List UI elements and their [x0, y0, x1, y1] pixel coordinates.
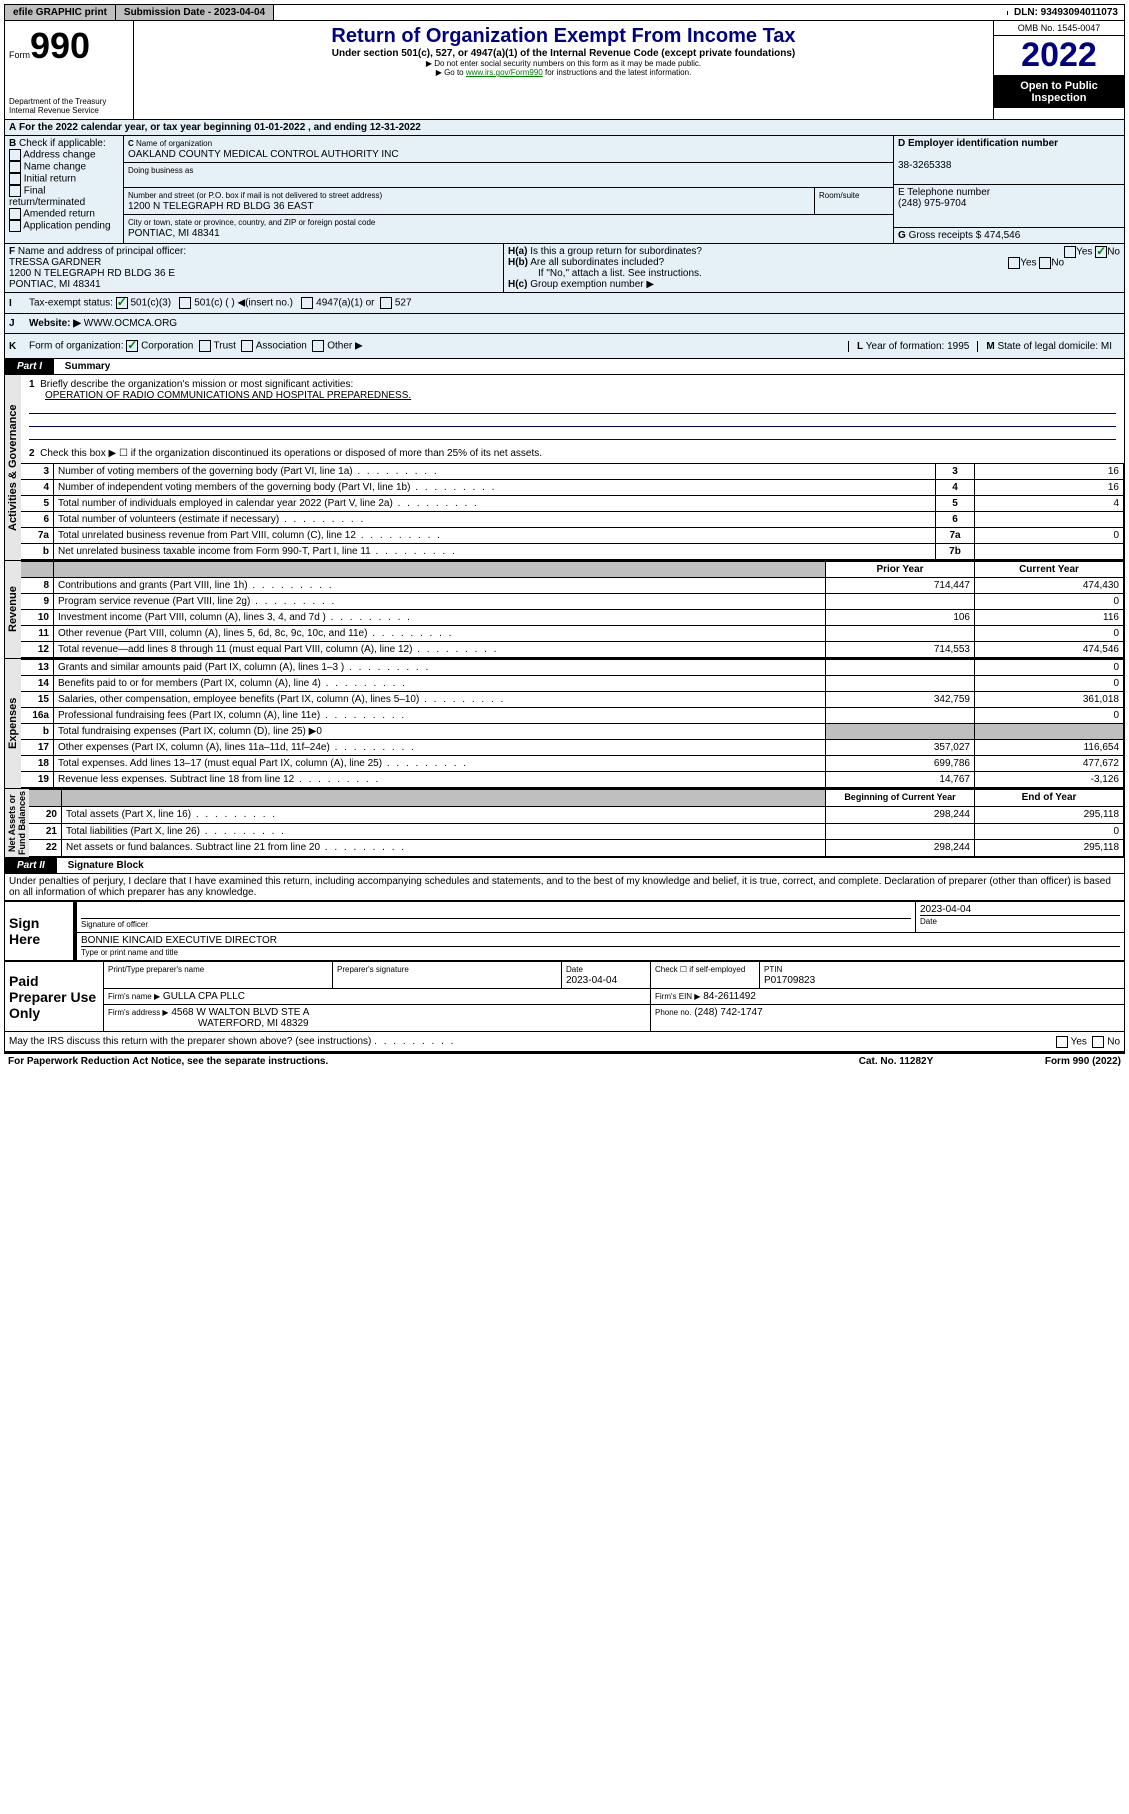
- cb-application[interactable]: [9, 220, 21, 232]
- irs-discuss-row: May the IRS discuss this return with the…: [4, 1032, 1125, 1052]
- omb-number: OMB No. 1545-0047: [994, 21, 1124, 36]
- efile-print-button[interactable]: efile GRAPHIC print: [5, 5, 116, 20]
- governance-table: 3 Number of voting members of the govern…: [21, 463, 1124, 560]
- form-note2: ▶ Go to www.irs.gov/Form990 for instruct…: [138, 68, 989, 77]
- cb-trust[interactable]: [199, 340, 211, 352]
- cb-other[interactable]: [312, 340, 324, 352]
- year-formation: 1995: [947, 341, 969, 352]
- firm-phone: (248) 742-1747: [694, 1007, 762, 1018]
- part2-title: Signature Block: [60, 860, 144, 871]
- submission-date: Submission Date - 2023-04-04: [116, 5, 274, 20]
- cb-hb-no[interactable]: [1039, 257, 1051, 269]
- telephone: (248) 975-9704: [898, 198, 966, 209]
- firm-name: GULLA CPA PLLC: [163, 991, 245, 1002]
- state-domicile: MI: [1101, 341, 1112, 352]
- firm-ein: 84-2611492: [703, 991, 756, 1002]
- sign-here-block: Sign Here Signature of officer 2023-04-0…: [4, 901, 1125, 961]
- cb-name-change[interactable]: [9, 161, 21, 173]
- form-word: Form: [9, 50, 30, 60]
- cb-initial-return[interactable]: [9, 173, 21, 185]
- part2-header: Part II: [5, 858, 57, 873]
- tab-revenue: Revenue: [5, 561, 21, 658]
- cb-amended[interactable]: [9, 208, 21, 220]
- ein: 38-3265338: [898, 160, 951, 171]
- open-inspection: Open to Public Inspection: [994, 76, 1124, 108]
- gross-receipts: 474,546: [984, 230, 1020, 241]
- street-address: 1200 N TELEGRAPH RD BLDG 36 EAST: [128, 201, 313, 212]
- tab-expenses: Expenses: [5, 659, 21, 788]
- cb-ha-no[interactable]: [1095, 246, 1107, 258]
- tax-year: 2022: [994, 36, 1124, 76]
- form-title: Return of Organization Exempt From Incom…: [138, 25, 989, 48]
- cb-hb-yes[interactable]: [1008, 257, 1020, 269]
- revenue-table: Prior Year Current Year8 Contributions a…: [21, 561, 1124, 658]
- part1-header: Part I: [5, 359, 54, 374]
- ptin: P01709823: [764, 975, 815, 986]
- cb-4947[interactable]: [301, 297, 313, 309]
- prep-date: 2023-04-04: [566, 975, 617, 986]
- cat-no: Cat. No. 11282Y: [821, 1056, 971, 1067]
- top-bar: efile GRAPHIC print Submission Date - 20…: [4, 4, 1125, 21]
- tab-net-assets: Net Assets orFund Balances: [5, 789, 29, 857]
- expenses-table: 13 Grants and similar amounts paid (Part…: [21, 659, 1124, 788]
- cb-501c[interactable]: [179, 297, 191, 309]
- form-note1: ▶ Do not enter social security numbers o…: [138, 59, 989, 68]
- cb-501c3[interactable]: [116, 297, 128, 309]
- cb-irs-no[interactable]: [1092, 1036, 1104, 1048]
- cb-final-return[interactable]: [9, 185, 21, 197]
- cb-irs-yes[interactable]: [1056, 1036, 1068, 1048]
- form-number: 990: [30, 25, 90, 66]
- org-name: OAKLAND COUNTY MEDICAL CONTROL AUTHORITY…: [128, 149, 399, 160]
- declaration-text: Under penalties of perjury, I declare th…: [4, 874, 1125, 901]
- part1-title: Summary: [57, 361, 111, 372]
- cb-ha-yes[interactable]: [1064, 246, 1076, 258]
- dln: DLN: 93493094011073: [1008, 5, 1124, 20]
- paid-preparer-block: Paid Preparer Use Only Print/Type prepar…: [4, 961, 1125, 1032]
- form-subtitle: Under section 501(c), 527, or 4947(a)(1)…: [138, 48, 989, 59]
- identity-block: B Check if applicable: Address change Na…: [4, 136, 1125, 244]
- officer-name: TRESSA GARDNER: [9, 257, 101, 268]
- form-header: Form990 Department of the Treasury Inter…: [4, 21, 1125, 120]
- paperwork-notice: For Paperwork Reduction Act Notice, see …: [8, 1056, 821, 1067]
- cb-association[interactable]: [241, 340, 253, 352]
- website[interactable]: WWW.OCMCA.ORG: [84, 318, 177, 329]
- form-footer: Form 990 (2022): [971, 1056, 1121, 1067]
- cb-corporation[interactable]: [126, 340, 138, 352]
- calendar-year-row: A For the 2022 calendar year, or tax yea…: [4, 120, 1125, 136]
- sig-date: 2023-04-04: [920, 904, 971, 915]
- cb-527[interactable]: [380, 297, 392, 309]
- dept-label: Department of the Treasury Internal Reve…: [9, 97, 129, 115]
- irs-link[interactable]: www.irs.gov/Form990: [466, 68, 543, 77]
- firm-address: 4568 W WALTON BLVD STE A: [171, 1007, 309, 1018]
- officer-name-title: BONNIE KINCAID EXECUTIVE DIRECTOR: [81, 935, 1120, 947]
- city-state-zip: PONTIAC, MI 48341: [128, 228, 220, 239]
- officer-block: F Name and address of principal officer:…: [4, 244, 1125, 293]
- mission-text: OPERATION OF RADIO COMMUNICATIONS AND HO…: [29, 390, 411, 401]
- net-assets-table: Beginning of Current Year End of Year20 …: [29, 789, 1124, 857]
- tab-activities-governance: Activities & Governance: [5, 375, 21, 560]
- cb-address-change[interactable]: [9, 149, 21, 161]
